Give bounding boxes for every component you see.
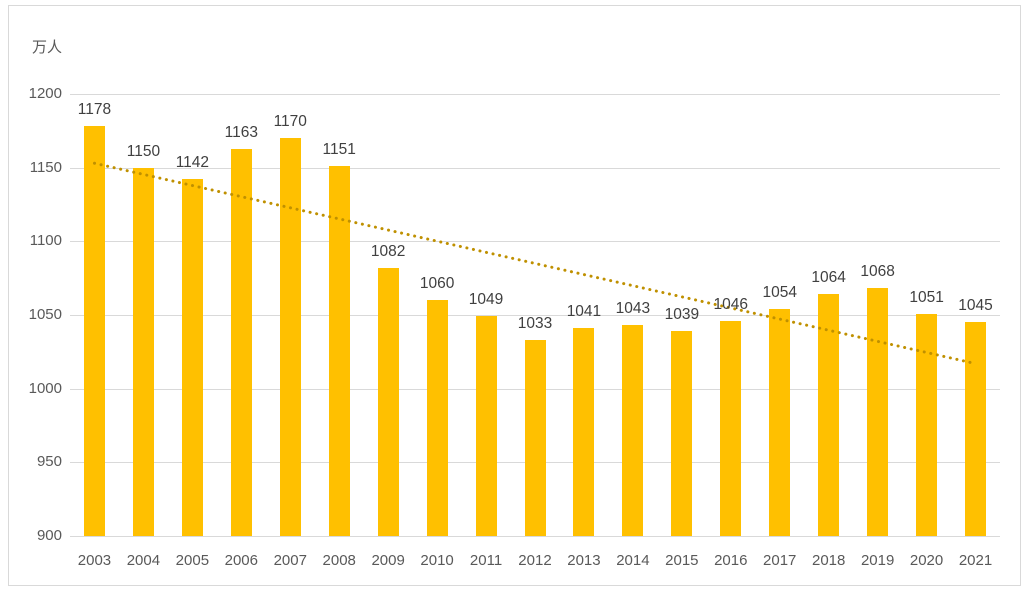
y-tick-label: 900 [36, 527, 62, 544]
bar-value-label: 1039 [664, 306, 700, 324]
bar-value-label: 1142 [175, 154, 210, 172]
plot-area [70, 94, 1000, 537]
bar-2020 [916, 313, 938, 536]
bar-value-label: 1151 [322, 141, 356, 159]
y-tick-label: 1100 [29, 232, 62, 250]
bar-2012 [524, 340, 546, 536]
bar-2008 [328, 166, 350, 536]
bar-value-label: 1045 [958, 297, 993, 315]
bar-2006 [230, 148, 252, 536]
x-tick-label: 2018 [811, 552, 846, 569]
y-tick-label: 1050 [28, 306, 62, 323]
x-tick-label: 2009 [371, 552, 405, 569]
x-tick-label: 2006 [224, 552, 258, 569]
bar-2009 [377, 267, 399, 536]
bar-value-label: 1051 [909, 288, 944, 306]
bar-value-label: 1046 [713, 295, 749, 313]
bar-value-label: 1064 [811, 269, 846, 287]
y-axis-unit-label: 万人 [32, 39, 63, 56]
x-tick-label: 2008 [322, 552, 356, 569]
x-tick-label: 2011 [469, 552, 503, 569]
x-tick-label: 2016 [714, 552, 748, 569]
bar-value-label: 1068 [860, 263, 895, 281]
gridline [70, 94, 1000, 95]
bar-value-label: 1043 [615, 300, 651, 318]
gridline [70, 315, 1000, 316]
x-tick-label: 2010 [420, 552, 454, 569]
bar-2016 [720, 320, 742, 536]
bar-value-label: 1054 [762, 284, 797, 302]
bar-value-label: 1178 [77, 101, 112, 119]
x-tick-label: 2015 [665, 552, 699, 569]
trendline-dotted [92, 161, 978, 366]
bar-2011 [475, 316, 497, 536]
bar-value-label: 1041 [566, 303, 602, 321]
bar-2010 [426, 300, 448, 536]
x-tick-label: 2020 [909, 552, 944, 569]
bar-2017 [769, 309, 791, 536]
bar-value-label: 1049 [468, 291, 504, 309]
x-tick-label: 2004 [126, 552, 161, 569]
x-tick-label: 2017 [763, 552, 797, 569]
x-tick-label: 2005 [175, 552, 210, 569]
y-tick-label: 1000 [28, 379, 62, 397]
bar-value-label: 1033 [517, 315, 553, 333]
bar-2005 [181, 179, 203, 536]
x-tick-label: 2012 [518, 552, 552, 569]
bar-2004 [132, 167, 154, 536]
bar-2018 [818, 294, 840, 536]
gridline [70, 167, 1000, 169]
y-tick-label: 1150 [29, 158, 62, 176]
bar-2013 [573, 328, 595, 536]
bar-value-label: 1082 [370, 242, 406, 260]
bar-2007 [279, 138, 301, 536]
x-tick-label: 2014 [616, 552, 650, 569]
chart-border-frame [8, 5, 1021, 586]
bar-2021 [965, 322, 987, 536]
bar-value-label: 1170 [273, 113, 307, 131]
bar-2014 [622, 325, 644, 536]
x-tick-label: 2021 [958, 552, 993, 569]
bar-value-label: 1060 [419, 275, 455, 293]
x-axis-line [70, 536, 1000, 537]
y-tick-label: 950 [36, 453, 62, 471]
x-tick-label: 2007 [273, 552, 307, 569]
y-tick-label: 1200 [28, 85, 62, 102]
bar-2003 [83, 126, 105, 536]
bar-2015 [671, 331, 693, 536]
gridline [70, 241, 1000, 243]
x-tick-label: 2003 [77, 552, 112, 569]
x-tick-label: 2013 [567, 552, 601, 569]
bar-2019 [867, 288, 889, 536]
x-tick-label: 2019 [860, 552, 895, 569]
bar-value-label: 1163 [224, 123, 258, 141]
bar-value-label: 1150 [126, 142, 161, 160]
